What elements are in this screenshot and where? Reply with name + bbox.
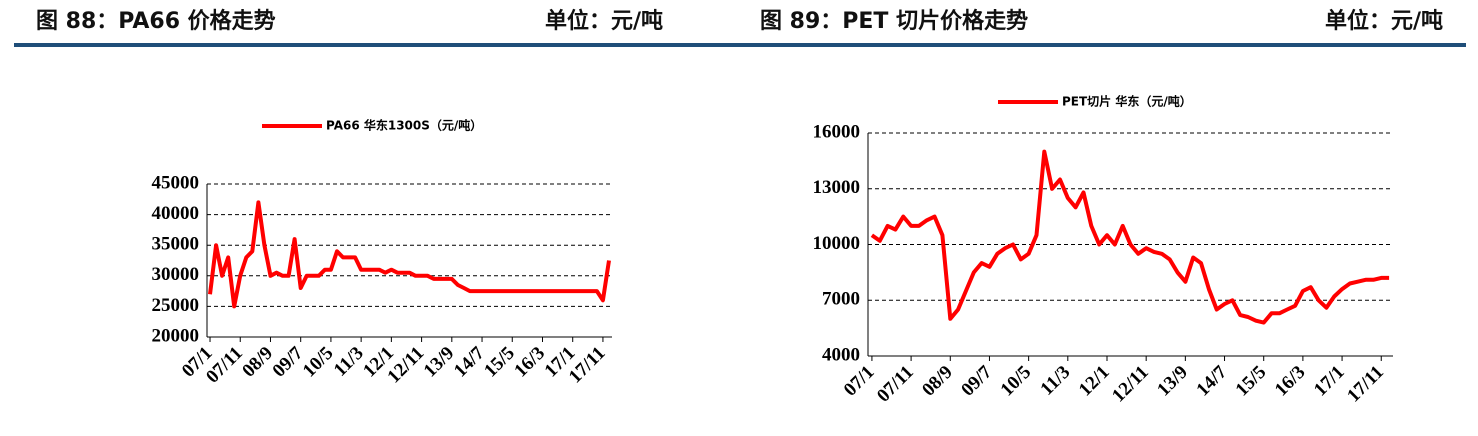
y-tick-label: 40000 <box>152 203 200 224</box>
x-tick-label: 14/7 <box>450 342 489 381</box>
unit-label: 单位：元/吨 <box>545 8 663 34</box>
x-tick-label: 14/7 <box>1192 361 1231 400</box>
y-tick-label: 35000 <box>152 234 200 255</box>
x-tick-label: 17/11 <box>565 343 610 388</box>
x-tick-label: 13/9 <box>1153 362 1192 401</box>
x-tick-label: 12/1 <box>1075 362 1114 401</box>
y-tick-label: 4000 <box>822 344 860 365</box>
y-tick-label: 45000 <box>152 172 200 193</box>
unit-label: 单位：元/吨 <box>1325 8 1443 34</box>
y-tick-label: 30000 <box>152 264 200 285</box>
legend-label: PET切片 华东（元/吨） <box>1062 94 1192 109</box>
x-tick-label: 13/9 <box>420 343 459 382</box>
x-tick-label: 09/7 <box>269 342 308 381</box>
x-tick-label: 12/11 <box>1108 362 1153 407</box>
legend-label: PA66 华东1300S（元/吨） <box>326 118 482 133</box>
y-tick-label: 10000 <box>813 233 861 254</box>
line-series <box>870 149 1390 325</box>
chart-title: 图 88：PA66 价格走势 <box>36 8 276 34</box>
line-series <box>208 200 611 309</box>
header-rule <box>14 43 1466 47</box>
x-tick-label: 16/3 <box>510 343 549 382</box>
x-tick-label: 16/3 <box>1271 362 1310 401</box>
x-tick-label: 17/11 <box>1343 362 1388 407</box>
x-tick-label: 10/5 <box>997 362 1036 401</box>
x-tick-label: 11/3 <box>330 343 368 381</box>
x-tick-label: 07/1 <box>840 362 879 401</box>
x-tick-label: 08/9 <box>238 343 277 382</box>
y-tick-label: 25000 <box>152 295 200 316</box>
x-tick-label: 17/1 <box>1310 362 1349 401</box>
x-tick-label: 15/5 <box>1232 362 1271 401</box>
y-tick-label: 16000 <box>813 121 861 142</box>
y-tick-label: 13000 <box>813 177 861 198</box>
x-tick-label: 10/5 <box>299 343 338 382</box>
x-tick-label: 08/9 <box>918 362 957 401</box>
x-tick-label: 09/7 <box>957 361 996 400</box>
y-tick-label: 20000 <box>152 325 200 346</box>
chart-title: 图 89：PET 切片价格走势 <box>760 8 1028 34</box>
x-tick-label: 15/5 <box>480 343 519 382</box>
x-tick-label: 11/3 <box>1036 362 1074 400</box>
x-tick-label: 07/11 <box>873 362 918 407</box>
y-tick-label: 7000 <box>822 289 860 310</box>
